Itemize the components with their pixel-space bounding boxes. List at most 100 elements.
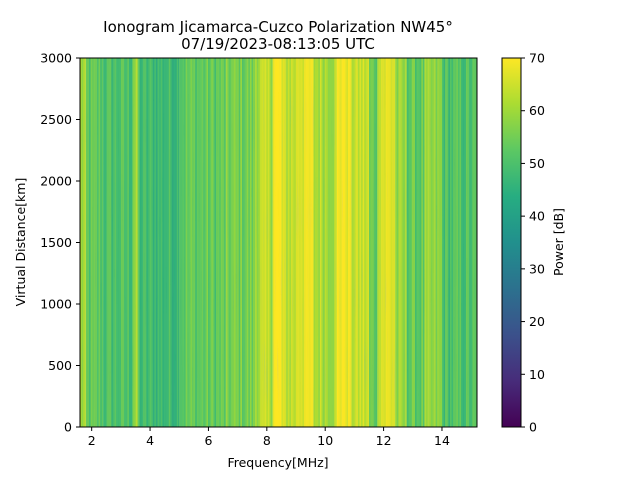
heatmap-stripe	[451, 58, 454, 427]
heatmap-stripe	[159, 58, 161, 427]
heatmap-stripe	[277, 58, 280, 427]
heatmap-stripe	[251, 58, 254, 427]
colorbar-ticks: 0 10 20 30 40 50 60 70	[521, 51, 545, 435]
heatmap-stripe	[368, 58, 371, 427]
heatmap-stripe	[132, 58, 135, 427]
heatmap-stripe	[81, 58, 84, 427]
heatmap-stripe	[206, 58, 209, 427]
heatmap-stripe	[227, 58, 230, 427]
x-axis-ticks: 2 4 6 8 10 12 14	[88, 427, 450, 448]
heatmap-stripe	[208, 58, 210, 427]
heatmap-stripe	[147, 58, 150, 427]
heatmap-stripe	[338, 58, 341, 427]
heatmap-stripe	[440, 58, 443, 427]
heatmap-stripe	[443, 58, 446, 427]
heatmap-stripe	[457, 58, 460, 427]
heatmap-stripe	[117, 58, 120, 427]
heatmap-stripe	[324, 58, 327, 427]
heatmap-stripe	[134, 58, 136, 427]
colorbar-tick-label: 10	[529, 367, 545, 382]
heatmap-stripe	[356, 58, 358, 427]
heatmap-stripe	[275, 58, 278, 427]
heatmap-stripe	[188, 58, 191, 427]
heatmap-stripe	[348, 58, 350, 427]
heatmap-stripe	[362, 58, 365, 427]
heatmap-stripe	[312, 58, 314, 427]
heatmap-stripe	[308, 58, 311, 427]
colorbar-label: Power [dB]	[551, 208, 566, 276]
heatmap-stripe	[182, 58, 185, 427]
heatmap-stripe	[395, 58, 397, 427]
heatmap-stripe	[344, 58, 347, 427]
heatmap-stripe	[305, 58, 308, 427]
heatmap-stripe	[426, 58, 428, 427]
heatmap-stripe	[114, 58, 117, 427]
heatmap-stripe	[346, 58, 349, 427]
heatmap-stripe	[388, 58, 391, 427]
heatmap-stripe	[334, 58, 336, 427]
heatmap-stripe	[229, 58, 231, 427]
heatmap-stripe	[90, 58, 93, 427]
colorbar	[501, 57, 522, 428]
heatmap-stripe	[313, 58, 316, 427]
y-axis-label: Virtual Distance[km]	[13, 178, 28, 307]
heatmap-stripe	[258, 58, 260, 427]
heatmap-stripe	[473, 58, 476, 427]
heatmap-stripe	[92, 58, 94, 427]
colorbar-tick-label: 50	[529, 156, 545, 171]
heatmap-stripe	[139, 58, 142, 427]
heatmap-stripe	[470, 58, 473, 427]
heatmap-stripe	[287, 58, 290, 427]
heatmap-stripe	[180, 58, 183, 427]
heatmap-stripe	[382, 58, 385, 427]
heatmap-stripe	[127, 58, 129, 427]
heatmap-stripe	[80, 58, 82, 427]
heatmap-stripe	[404, 58, 407, 427]
heatmap-stripe	[173, 58, 176, 427]
heatmap-stripe	[469, 58, 471, 427]
heatmap-stripe	[336, 58, 339, 427]
heatmap-stripe	[370, 58, 373, 427]
heatmap-stripe	[331, 58, 333, 427]
heatmap-stripe	[361, 58, 363, 427]
heatmap-stripe	[212, 58, 215, 427]
heatmap-stripe	[400, 58, 402, 427]
heatmap-stripe	[318, 58, 320, 427]
heatmap-stripe	[112, 58, 115, 427]
colorbar-tick-label: 0	[529, 420, 537, 435]
heatmap-stripe	[302, 58, 305, 427]
heatmap-stripe	[192, 58, 194, 427]
heatmap-stripe	[264, 58, 267, 427]
heatmap-stripe	[211, 58, 213, 427]
heatmap-stripe	[419, 58, 422, 427]
heatmap-stripe	[130, 58, 133, 427]
heatmap-stripe	[124, 58, 126, 427]
heatmap-stripe	[155, 58, 158, 427]
heatmap-stripe	[297, 58, 300, 427]
heatmap-stripe	[364, 58, 366, 427]
heatmap-stripe	[421, 58, 423, 427]
heatmap-stripe	[248, 58, 250, 427]
heatmap-stripe	[329, 58, 332, 427]
heatmap-stripe	[375, 58, 377, 427]
heatmap-stripe	[144, 58, 147, 427]
heatmap-stripe	[143, 58, 145, 427]
heatmap-stripe	[406, 58, 409, 427]
heatmap-stripe	[445, 58, 447, 427]
heatmap-stripe	[195, 58, 197, 427]
heatmap-stripe	[185, 58, 188, 427]
heatmap-stripe	[413, 58, 415, 427]
heatmap-stripe	[214, 58, 217, 427]
heatmap-stripe	[267, 58, 270, 427]
heatmap-stripe	[216, 58, 218, 427]
heatmap-stripe	[230, 58, 233, 427]
heatmap-stripe	[106, 58, 109, 427]
heatmap-stripe	[456, 58, 458, 427]
heatmap-stripe	[393, 58, 396, 427]
heatmap-stripe	[449, 58, 452, 427]
heatmap-stripe	[135, 58, 138, 427]
heatmap-stripe	[367, 58, 370, 427]
heatmap-stripe	[403, 58, 405, 427]
heatmap-stripe	[238, 58, 241, 427]
heatmap-stripe	[390, 58, 393, 427]
